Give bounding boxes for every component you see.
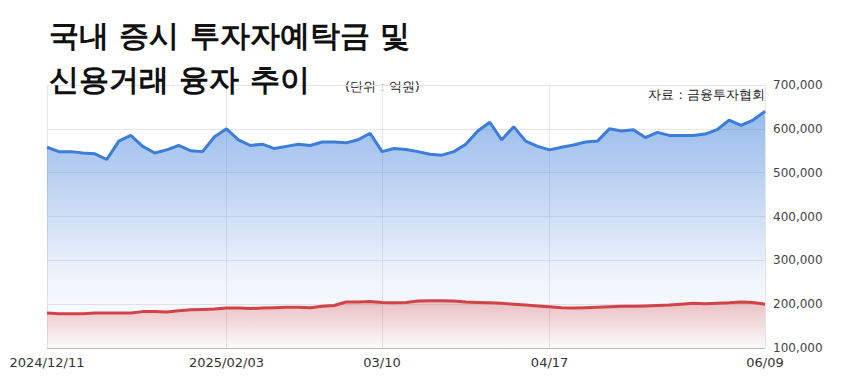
- svg-text:자료 : 금융투자협회: 자료 : 금융투자협회: [648, 87, 765, 102]
- svg-text:04/17: 04/17: [531, 355, 568, 370]
- svg-text:2024/12/11: 2024/12/11: [10, 355, 85, 370]
- svg-text:700,000: 700,000: [773, 78, 823, 92]
- svg-text:신용거래 융자 추이: 신용거래 융자 추이: [49, 62, 310, 97]
- svg-text:300,000: 300,000: [773, 253, 823, 267]
- svg-text:600,000: 600,000: [773, 122, 823, 136]
- svg-text:국내 증시 투자자예탁금 및: 국내 증시 투자자예탁금 및: [49, 18, 410, 53]
- svg-text:06/09: 06/09: [746, 355, 783, 370]
- svg-text:100,000: 100,000: [773, 341, 823, 355]
- svg-text:200,000: 200,000: [773, 297, 823, 311]
- svg-text:(단위 : 억원): (단위 : 억원): [345, 79, 420, 94]
- svg-text:500,000: 500,000: [773, 166, 823, 180]
- svg-text:2025/02/03: 2025/02/03: [189, 355, 264, 370]
- svg-text:400,000: 400,000: [773, 210, 823, 224]
- svg-text:03/10: 03/10: [363, 355, 400, 370]
